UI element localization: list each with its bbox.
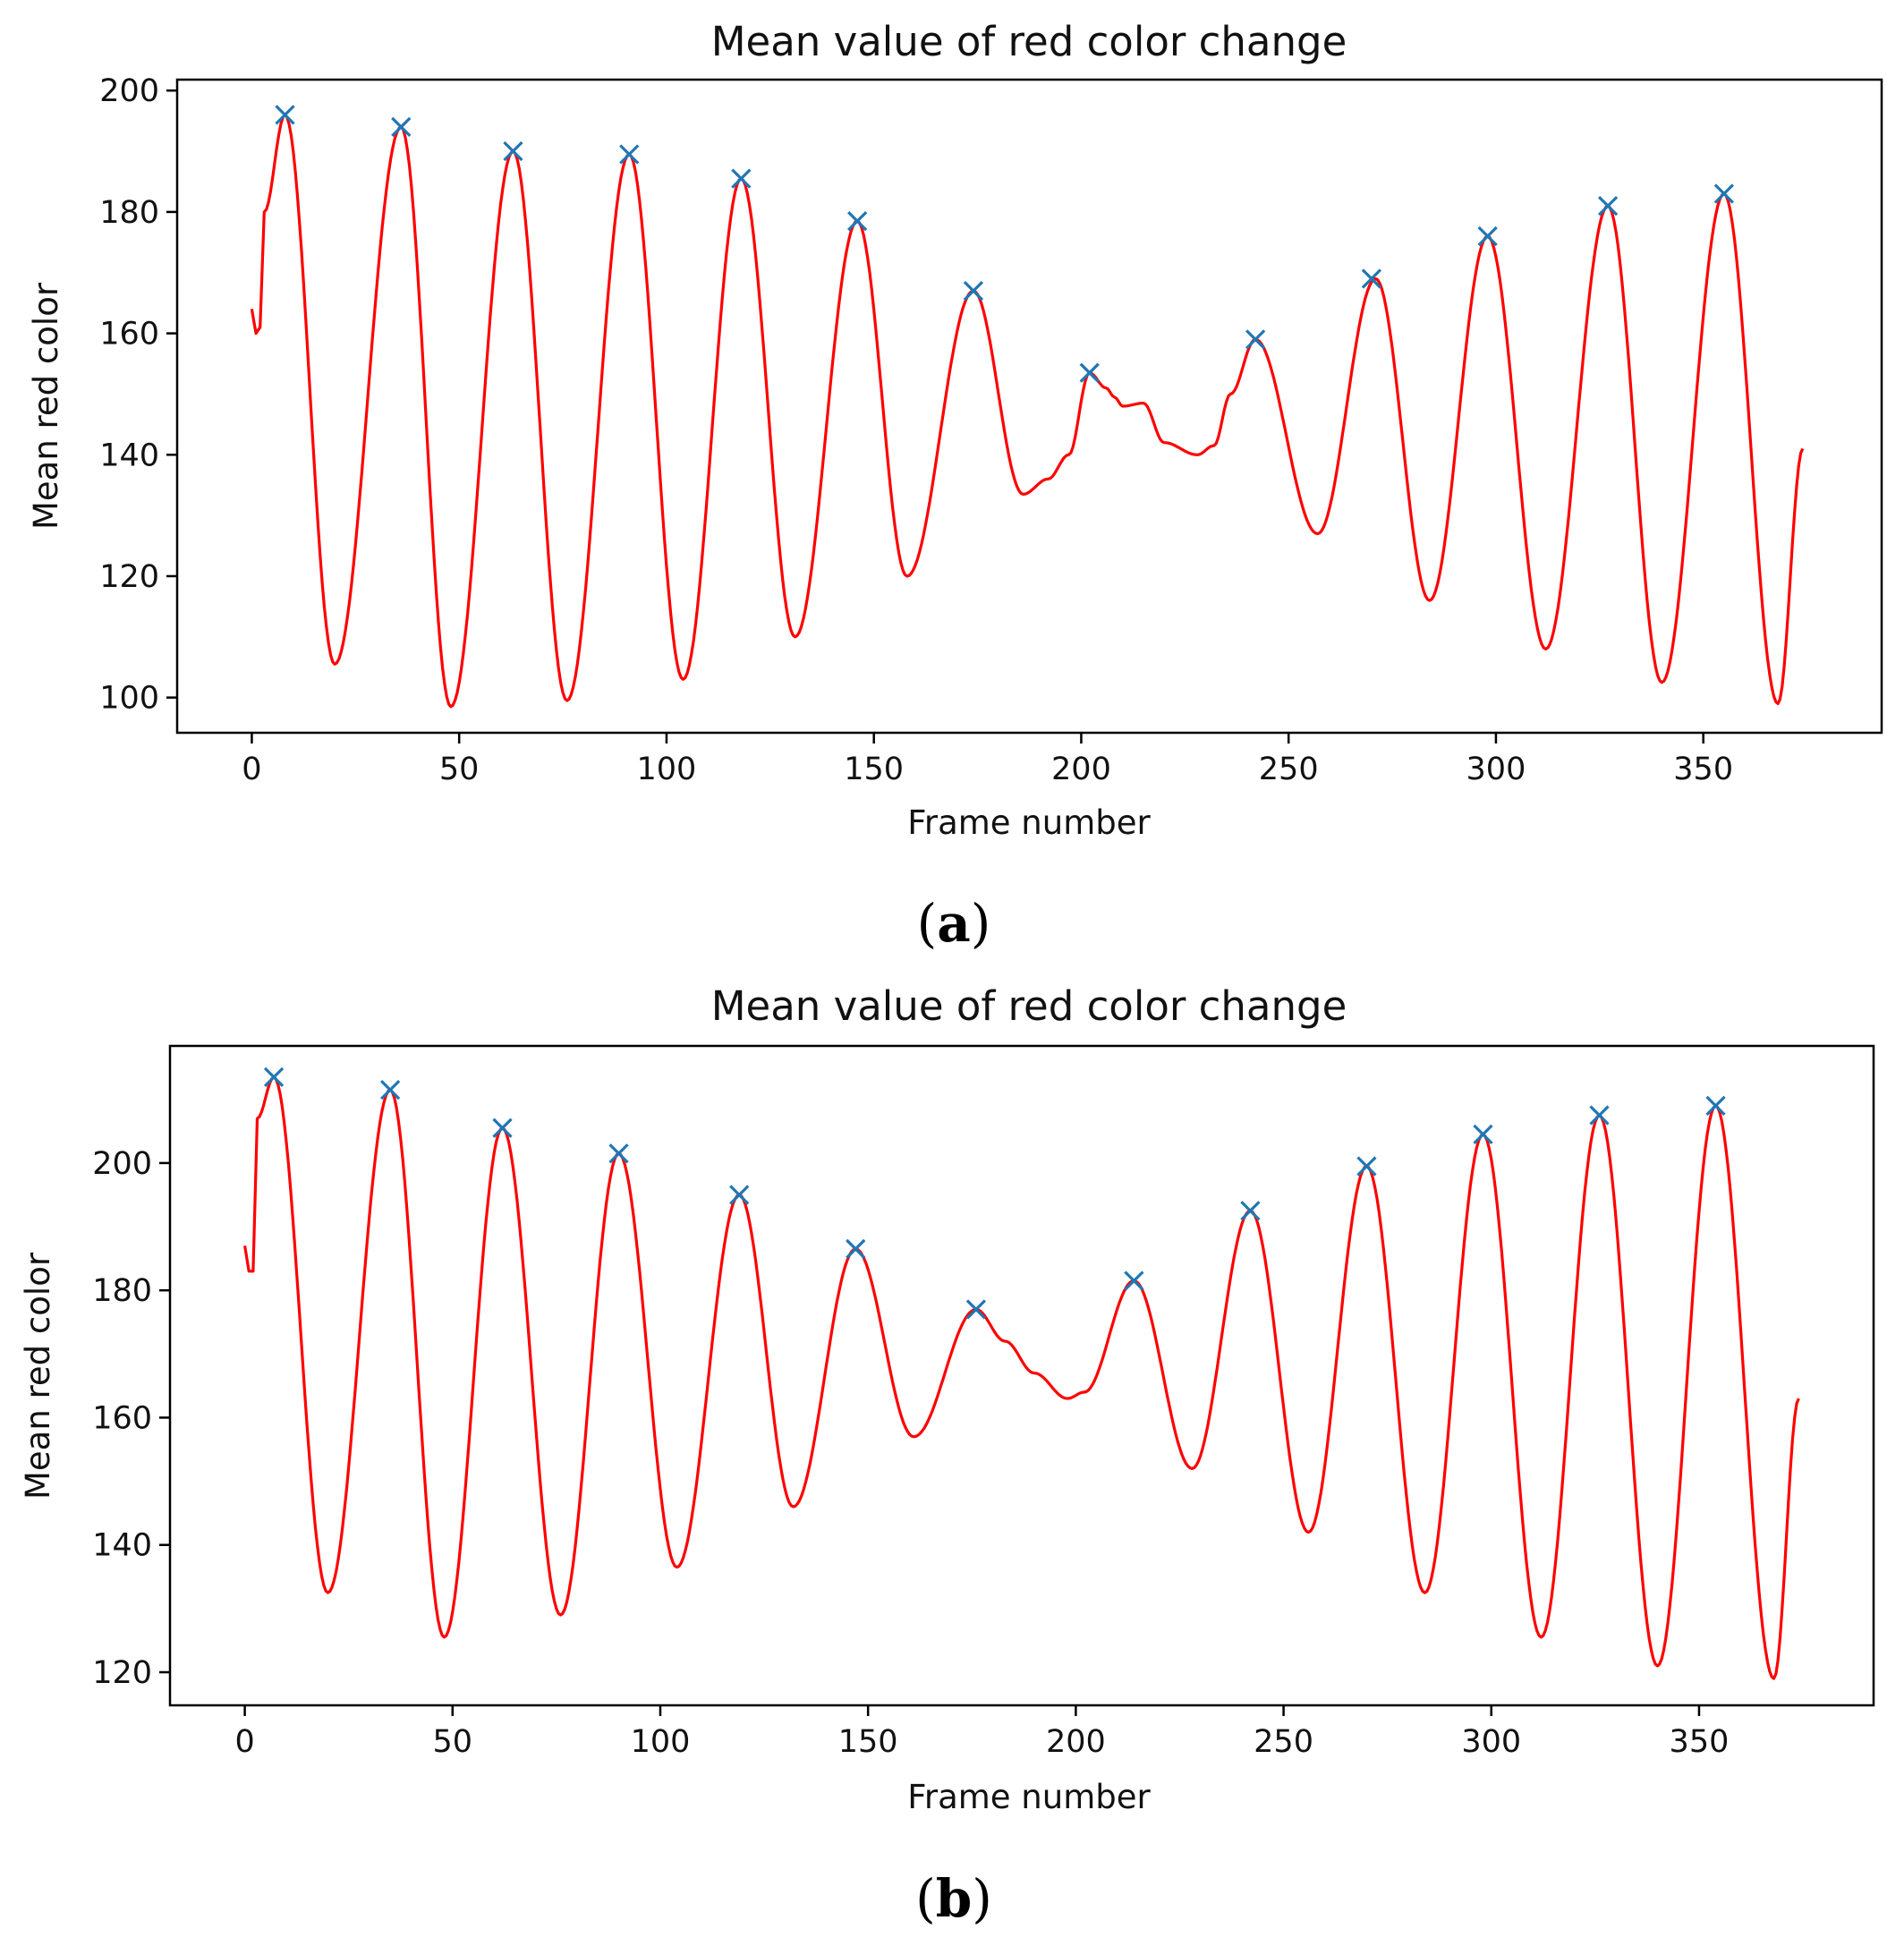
chart-b-peak-marker bbox=[1124, 1270, 1144, 1291]
chart-a-peak-marker bbox=[1713, 183, 1735, 204]
chart-b-peak-marker bbox=[1705, 1095, 1726, 1117]
chart-b-peak-marker bbox=[965, 1299, 987, 1320]
chart-a-x-tick-label: 350 bbox=[1673, 752, 1733, 787]
chart-b-peak-marker bbox=[263, 1066, 285, 1087]
chart-a-title: Mean value of red color change bbox=[711, 18, 1347, 65]
chart-a-x-tick-label: 50 bbox=[439, 752, 480, 787]
chart-a-peak-marker bbox=[1597, 195, 1619, 217]
chart-b: Mean value of red color change 120 140 160… bbox=[19, 982, 1875, 1929]
chart-a-panel-label: (a) bbox=[917, 893, 991, 954]
chart-a-peak-marker bbox=[503, 140, 523, 162]
chart-a-y-tick-label: 200 bbox=[99, 73, 159, 109]
chart-b-x-tick-label: 150 bbox=[838, 1724, 898, 1760]
chart-a-x-tick-label: 300 bbox=[1466, 752, 1526, 787]
chart-a-plot-area bbox=[250, 105, 1805, 709]
chart-b-axes-frame bbox=[168, 1044, 1875, 1707]
chart-b-y-tick-label: 160 bbox=[92, 1400, 152, 1436]
chart-a-x-tick-label: 100 bbox=[637, 752, 697, 787]
chart-b-y-tick-label: 120 bbox=[92, 1655, 152, 1691]
chart-b-y-tick-label: 180 bbox=[92, 1273, 152, 1309]
chart-a-x-ticks: 0 50 100 150 200 250 300 350 bbox=[242, 733, 1733, 787]
chart-a-y-axis-label: Mean red color bbox=[27, 282, 65, 530]
chart-b-x-tick-label: 0 bbox=[234, 1724, 254, 1760]
chart-b-y-tick-label: 200 bbox=[92, 1146, 152, 1182]
chart-b-peak-marker bbox=[1356, 1156, 1377, 1177]
chart-a-peak-marker bbox=[847, 210, 868, 232]
chart-a-peak-marker bbox=[1245, 329, 1266, 350]
chart-a-x-tick-label: 150 bbox=[844, 752, 904, 787]
chart-b-x-tick-label: 300 bbox=[1461, 1724, 1521, 1760]
chart-b-peak-marker bbox=[729, 1185, 750, 1205]
chart-a-y-tick-label: 180 bbox=[99, 195, 159, 231]
chart-b-x-ticks: 0 50 100 150 200 250 300 350 bbox=[234, 1705, 1729, 1760]
chart-b-peak-marker bbox=[1473, 1124, 1493, 1145]
chart-a-peak-marker bbox=[391, 116, 412, 138]
chart-a-axes-frame bbox=[175, 78, 1883, 735]
chart-a-peak-marker bbox=[619, 144, 640, 165]
chart-a-series-line bbox=[250, 113, 1805, 709]
chart-a-peak-marker bbox=[1079, 362, 1100, 383]
chart-a-y-tick-label: 100 bbox=[99, 681, 159, 717]
chart-b-x-tick-label: 200 bbox=[1046, 1724, 1106, 1760]
chart-a-x-tick-label: 250 bbox=[1259, 752, 1319, 787]
chart-a-peak-marker bbox=[963, 280, 984, 302]
chart-a-x-axis-label: Frame number bbox=[907, 803, 1151, 842]
chart-b-peak-marker bbox=[1589, 1105, 1610, 1126]
chart-a-y-ticks: 100 120 140 160 180 200 bbox=[99, 73, 177, 717]
chart-a-x-tick-label: 200 bbox=[1051, 752, 1111, 787]
chart-b-x-axis-label: Frame number bbox=[907, 1778, 1151, 1816]
chart-b-y-axis-label: Mean red color bbox=[19, 1252, 57, 1500]
chart-b-peak-marker bbox=[1240, 1201, 1261, 1221]
chart-a-peak-marker bbox=[731, 168, 752, 189]
chart-a-x-tick-label: 0 bbox=[242, 752, 261, 787]
chart-b-peak-marker bbox=[846, 1238, 866, 1260]
chart-b-x-tick-label: 250 bbox=[1254, 1724, 1313, 1760]
chart-b-peak-marker bbox=[492, 1117, 513, 1138]
chart-a-y-tick-label: 140 bbox=[99, 438, 159, 473]
chart-b-x-tick-label: 350 bbox=[1670, 1724, 1730, 1760]
chart-b-x-tick-label: 100 bbox=[631, 1724, 691, 1760]
chart-b-series-line bbox=[243, 1075, 1800, 1680]
chart-a-y-tick-label: 160 bbox=[99, 317, 159, 353]
chart-a-peak-marker bbox=[275, 105, 295, 125]
chart-b-y-tick-label: 140 bbox=[92, 1528, 152, 1564]
chart-a-peak-marker bbox=[1477, 225, 1498, 247]
chart-a: Mean value of red color change 100 120 140… bbox=[27, 18, 1883, 954]
chart-a-y-tick-label: 120 bbox=[99, 559, 159, 595]
chart-b-y-ticks: 120 140 160 180 200 bbox=[92, 1146, 170, 1691]
chart-b-peak-marker bbox=[379, 1079, 401, 1100]
chart-b-panel-label: (b) bbox=[915, 1868, 992, 1929]
chart-b-title: Mean value of red color change bbox=[711, 982, 1347, 1030]
chart-b-plot-area bbox=[243, 1066, 1800, 1680]
chart-a-peak-marker bbox=[1361, 268, 1382, 289]
chart-b-x-tick-label: 50 bbox=[433, 1724, 473, 1760]
chart-b-peak-marker bbox=[608, 1143, 629, 1164]
